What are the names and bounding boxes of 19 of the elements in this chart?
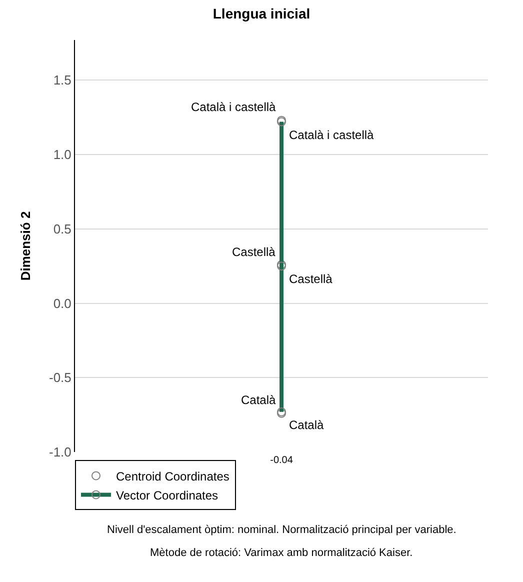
y-axis-title: Dimensió 2: [18, 211, 33, 281]
chart-title: Llengua inicial: [212, 6, 310, 22]
y-tick-label: 0.5: [53, 221, 72, 236]
text: Nivell d'escalament òptim: nominal. Normalització principal per variable.: [107, 524, 456, 536]
annotation: Castellà: [289, 272, 333, 286]
annotation: Català i castellà: [289, 128, 374, 142]
legend-label: Centroid Coordinates: [116, 469, 230, 484]
annotation: Català: [241, 393, 276, 407]
y-tick-label: -1.0: [48, 444, 72, 460]
text: Mètode de rotació: Varimax amb normalització Kaiser.: [150, 547, 413, 559]
y-tick-label: 0.0: [53, 296, 72, 311]
annotation: Català: [289, 418, 324, 432]
y-tick-label: -0.5: [48, 370, 72, 386]
legend-label: Vector Coordinates: [116, 488, 218, 502]
annotation: Català i castellà: [191, 100, 276, 114]
y-tick-label: 1.0: [53, 147, 72, 162]
y-tick-label: 1.5: [53, 72, 72, 88]
x-tick-label: -0.04: [270, 455, 294, 466]
annotation: Castellà: [232, 245, 276, 259]
